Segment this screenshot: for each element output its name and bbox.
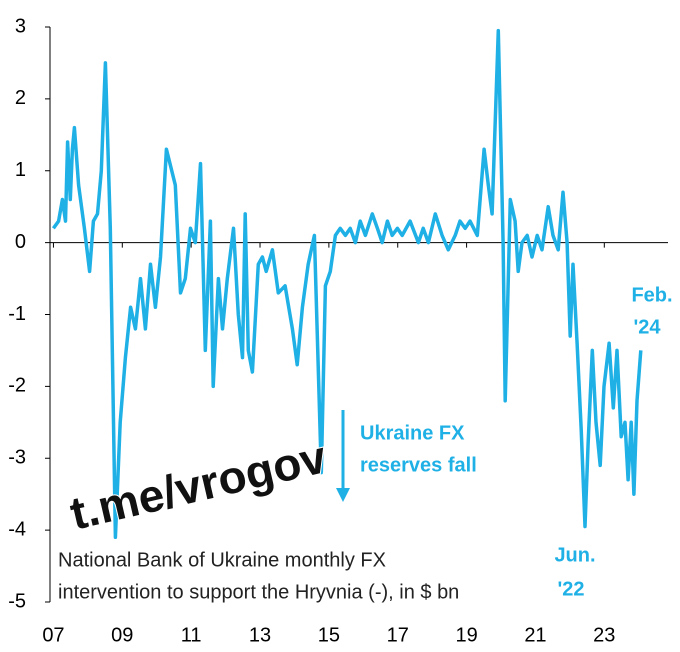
x-tick-label: 15 <box>318 624 340 646</box>
caption: intervention to support the Hryvnia (-),… <box>58 581 459 603</box>
y-tick-label: 3 <box>15 15 26 37</box>
x-tick-label: 07 <box>42 624 64 646</box>
x-tick-label: 19 <box>455 624 477 646</box>
x-tick-label: 09 <box>111 624 133 646</box>
x-tick-label: 11 <box>181 624 202 646</box>
watermark: t.me/vrogov <box>65 430 331 539</box>
y-tick-label: -3 <box>8 447 26 469</box>
annotation: '24 <box>633 316 661 338</box>
y-tick-label: -1 <box>8 303 26 325</box>
annotation: reserves fall <box>360 454 477 476</box>
x-tick-label: 17 <box>387 624 409 646</box>
y-tick-label: 0 <box>15 231 26 253</box>
annotation: Ukraine FX <box>360 422 465 444</box>
x-tick-label: 13 <box>249 624 271 646</box>
y-tick-label: 1 <box>15 159 26 181</box>
caption: National Bank of Ukraine monthly FX <box>58 549 386 571</box>
y-tick-label: -2 <box>8 375 26 397</box>
y-tick-label: -5 <box>8 590 26 612</box>
x-tick-label: 21 <box>524 624 546 646</box>
annotation: '22 <box>557 578 584 600</box>
y-tick-label: 2 <box>15 87 26 109</box>
series-line <box>51 28 643 540</box>
y-tick-label: -4 <box>8 518 26 540</box>
annotation: Feb. <box>631 284 672 306</box>
annotation: Jun. <box>554 544 595 566</box>
arrow-head <box>336 488 350 502</box>
x-tick-label: 23 <box>593 624 615 646</box>
